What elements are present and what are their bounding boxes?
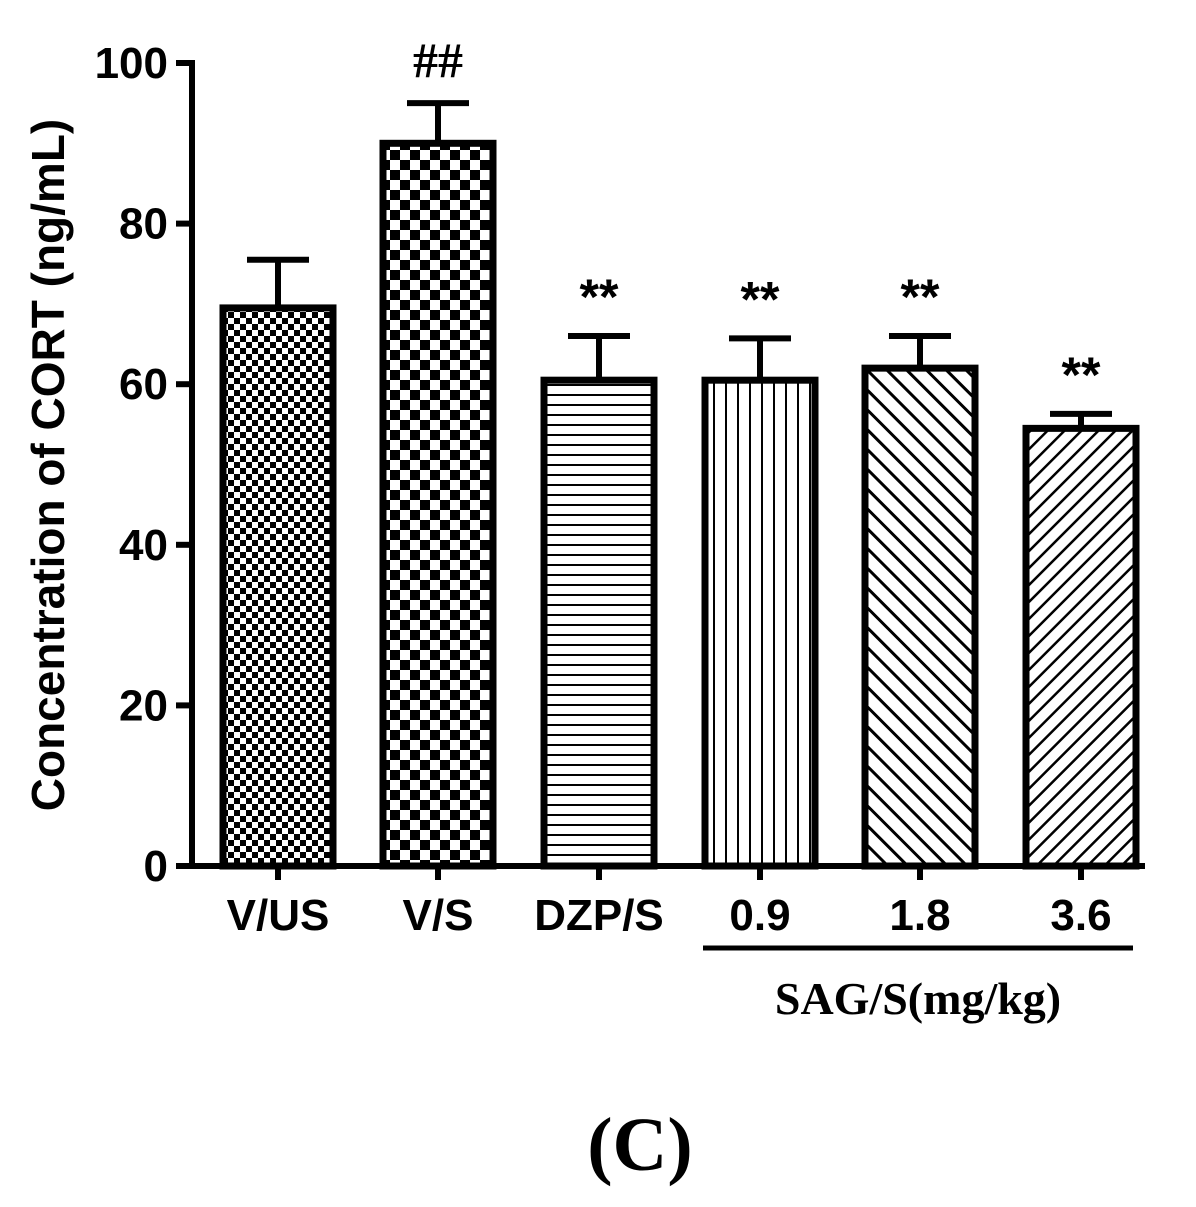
bar — [1022, 424, 1140, 870]
bar — [701, 376, 819, 870]
x-tick-label: 0.9 — [729, 891, 790, 940]
y-tick-label: 100 — [95, 39, 168, 88]
x-tick-label: DZP/S — [534, 891, 664, 940]
x-tick-label: V/US — [227, 891, 330, 940]
y-tick-label: 20 — [119, 681, 168, 730]
bar — [219, 304, 337, 870]
bar-group-5: ** — [861, 269, 979, 870]
bar — [540, 376, 658, 870]
significance-marker: ** — [901, 269, 940, 325]
y-axis: 0 20 40 60 80 100 — [95, 39, 195, 891]
bar — [379, 139, 497, 870]
x-tick-label: 3.6 — [1050, 891, 1111, 940]
y-tick-label: 60 — [119, 360, 168, 409]
y-tick-label: 40 — [119, 521, 168, 570]
x-tick-label: V/S — [403, 891, 474, 940]
significance-marker: ** — [580, 269, 619, 325]
group-label: SAG/S(mg/kg) — [775, 973, 1061, 1024]
bars: ## ** ** ** ** — [219, 32, 1140, 870]
bar-group-2: ## — [379, 32, 497, 870]
bar — [861, 364, 979, 870]
y-tick-label: 80 — [119, 200, 168, 249]
significance-marker: ** — [1062, 347, 1101, 403]
y-axis-label: Concentration of CORT (ng/mL) — [22, 119, 74, 811]
bar-group-3: ** — [540, 269, 658, 870]
y-tick-label: 0 — [144, 842, 168, 891]
significance-marker: ** — [741, 271, 780, 327]
panel-label: (C) — [587, 1103, 693, 1187]
x-axis: V/US V/S DZP/S 0.9 1.8 3.6 — [189, 863, 1145, 940]
x-tick-label: 1.8 — [889, 891, 950, 940]
significance-marker: ## — [413, 32, 463, 88]
bar-group-1 — [219, 256, 337, 870]
bar-group-4: ** — [701, 271, 819, 870]
bar-group-6: ** — [1022, 347, 1140, 870]
